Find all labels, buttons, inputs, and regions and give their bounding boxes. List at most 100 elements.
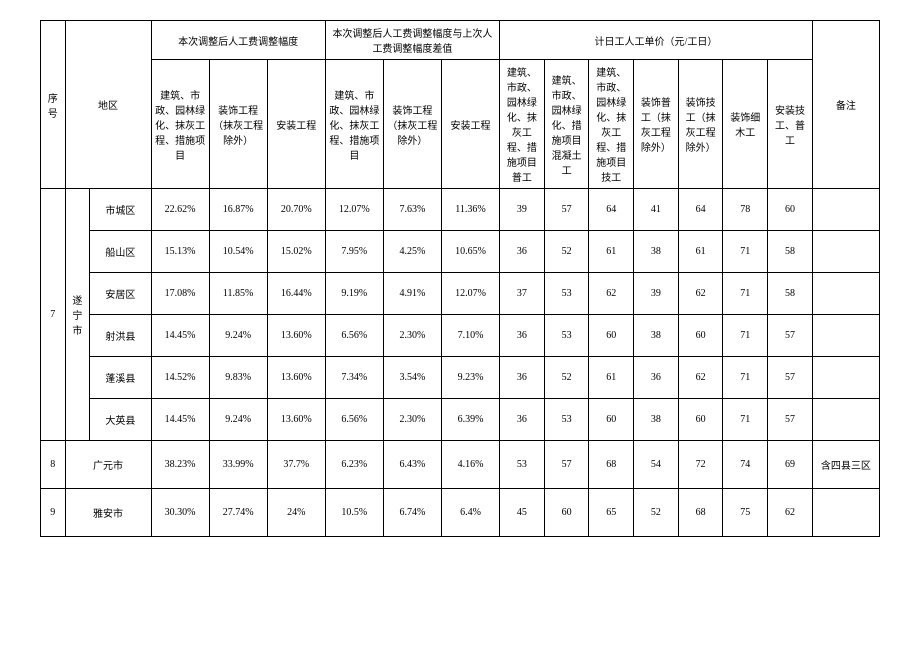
cell: 38 bbox=[634, 231, 679, 273]
cell: 10.5% bbox=[325, 489, 383, 537]
cell: 71 bbox=[723, 231, 768, 273]
cell: 6.56% bbox=[325, 315, 383, 357]
cell: 6.4% bbox=[441, 489, 499, 537]
labor-cost-table: 序号 地区 本次调整后人工费调整幅度 本次调整后人工费调整幅度与上次人工费调整幅… bbox=[40, 20, 880, 537]
header-g3-c3: 建筑、市政、园林绿化、抹灰工程、措施项目技工 bbox=[589, 60, 634, 189]
cell: 71 bbox=[723, 357, 768, 399]
cell: 53 bbox=[500, 441, 545, 489]
cell-note bbox=[812, 399, 879, 441]
cell: 9.24% bbox=[209, 399, 267, 441]
cell-seq: 8 bbox=[41, 441, 66, 489]
header-g3-c6: 装饰细木工 bbox=[723, 60, 768, 189]
cell: 57 bbox=[544, 189, 589, 231]
cell: 60 bbox=[678, 315, 723, 357]
cell: 53 bbox=[544, 399, 589, 441]
cell: 6.74% bbox=[383, 489, 441, 537]
header-group1: 本次调整后人工费调整幅度 bbox=[151, 21, 325, 60]
table-row: 安居区 17.08% 11.85% 16.44% 9.19% 4.91% 12.… bbox=[41, 273, 880, 315]
cell: 7.34% bbox=[325, 357, 383, 399]
cell: 52 bbox=[634, 489, 679, 537]
cell: 12.07% bbox=[441, 273, 499, 315]
header-group2: 本次调整后人工费调整幅度与上次人工费调整幅度差值 bbox=[325, 21, 499, 60]
cell: 62 bbox=[589, 273, 634, 315]
cell: 57 bbox=[544, 441, 589, 489]
cell-note bbox=[812, 231, 879, 273]
cell: 61 bbox=[678, 231, 723, 273]
header-g3-c5: 装饰技工（抹灰工程除外） bbox=[678, 60, 723, 189]
cell: 57 bbox=[768, 357, 813, 399]
header-seq: 序号 bbox=[41, 21, 66, 189]
cell: 61 bbox=[589, 357, 634, 399]
cell-seq: 9 bbox=[41, 489, 66, 537]
cell: 62 bbox=[678, 273, 723, 315]
cell: 7.63% bbox=[383, 189, 441, 231]
table-row: 7 遂宁市 市城区 22.62% 16.87% 20.70% 12.07% 7.… bbox=[41, 189, 880, 231]
cell: 17.08% bbox=[151, 273, 209, 315]
cell: 38.23% bbox=[151, 441, 209, 489]
header-group3: 计日工人工单价（元/工日） bbox=[500, 21, 813, 60]
cell-note bbox=[812, 489, 879, 537]
cell: 64 bbox=[678, 189, 723, 231]
cell: 33.99% bbox=[209, 441, 267, 489]
cell: 36 bbox=[634, 357, 679, 399]
cell: 22.62% bbox=[151, 189, 209, 231]
cell: 9.23% bbox=[441, 357, 499, 399]
cell: 75 bbox=[723, 489, 768, 537]
cell: 4.25% bbox=[383, 231, 441, 273]
header-g2-c3: 安装工程 bbox=[441, 60, 499, 189]
cell: 41 bbox=[634, 189, 679, 231]
cell: 7.10% bbox=[441, 315, 499, 357]
cell: 62 bbox=[768, 489, 813, 537]
cell: 10.65% bbox=[441, 231, 499, 273]
cell: 57 bbox=[768, 399, 813, 441]
cell: 37.7% bbox=[267, 441, 325, 489]
cell: 45 bbox=[500, 489, 545, 537]
cell: 7.95% bbox=[325, 231, 383, 273]
cell-district: 射洪县 bbox=[90, 315, 151, 357]
cell-note bbox=[812, 315, 879, 357]
cell-district: 大英县 bbox=[90, 399, 151, 441]
cell: 6.56% bbox=[325, 399, 383, 441]
cell: 60 bbox=[589, 399, 634, 441]
cell: 36 bbox=[500, 399, 545, 441]
cell: 39 bbox=[634, 273, 679, 315]
cell: 16.87% bbox=[209, 189, 267, 231]
cell: 71 bbox=[723, 315, 768, 357]
cell: 6.23% bbox=[325, 441, 383, 489]
cell-city: 雅安市 bbox=[65, 489, 151, 537]
cell-note bbox=[812, 357, 879, 399]
cell: 60 bbox=[589, 315, 634, 357]
cell: 14.45% bbox=[151, 399, 209, 441]
cell-city: 遂宁市 bbox=[65, 189, 90, 441]
header-g3-c2: 建筑、市政、园林绿化、措施项目混凝土工 bbox=[544, 60, 589, 189]
cell: 12.07% bbox=[325, 189, 383, 231]
cell: 58 bbox=[768, 273, 813, 315]
cell: 71 bbox=[723, 399, 768, 441]
cell-city: 广元市 bbox=[65, 441, 151, 489]
cell: 2.30% bbox=[383, 315, 441, 357]
cell: 58 bbox=[768, 231, 813, 273]
cell: 30.30% bbox=[151, 489, 209, 537]
cell: 62 bbox=[678, 357, 723, 399]
cell: 4.91% bbox=[383, 273, 441, 315]
cell: 20.70% bbox=[267, 189, 325, 231]
cell: 9.19% bbox=[325, 273, 383, 315]
cell: 16.44% bbox=[267, 273, 325, 315]
header-g2-c2: 装饰工程（抹灰工程除外） bbox=[383, 60, 441, 189]
cell: 54 bbox=[634, 441, 679, 489]
cell-note bbox=[812, 189, 879, 231]
cell-district: 船山区 bbox=[90, 231, 151, 273]
cell: 13.60% bbox=[267, 399, 325, 441]
cell: 13.60% bbox=[267, 315, 325, 357]
header-g1-c2: 装饰工程（抹灰工程除外） bbox=[209, 60, 267, 189]
cell: 15.02% bbox=[267, 231, 325, 273]
table-body: 7 遂宁市 市城区 22.62% 16.87% 20.70% 12.07% 7.… bbox=[41, 189, 880, 537]
cell-note: 含四县三区 bbox=[812, 441, 879, 489]
table-row: 大英县 14.45% 9.24% 13.60% 6.56% 2.30% 6.39… bbox=[41, 399, 880, 441]
cell: 11.36% bbox=[441, 189, 499, 231]
cell: 38 bbox=[634, 315, 679, 357]
cell: 6.43% bbox=[383, 441, 441, 489]
cell-district: 安居区 bbox=[90, 273, 151, 315]
cell-district: 蓬溪县 bbox=[90, 357, 151, 399]
cell: 39 bbox=[500, 189, 545, 231]
